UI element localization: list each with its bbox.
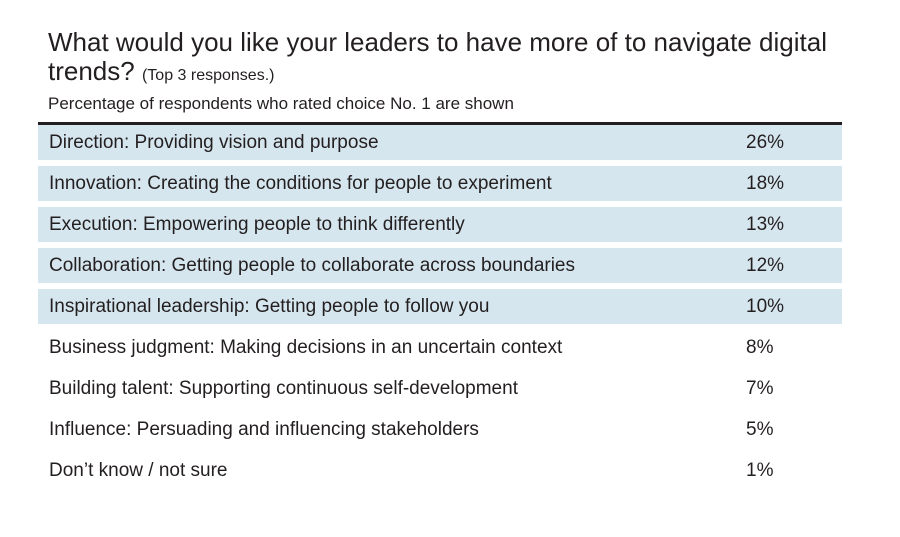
- chart-title: What would you like your leaders to have…: [48, 28, 848, 90]
- row-value: 5%: [746, 419, 774, 440]
- table-row: Innovation: Creating the conditions for …: [38, 166, 842, 201]
- row-label: Don’t know / not sure: [49, 460, 228, 481]
- row-label: Building talent: Supporting continuous s…: [49, 378, 518, 399]
- table-row: Execution: Empowering people to think di…: [38, 207, 842, 242]
- row-label: Business judgment: Making decisions in a…: [49, 337, 563, 358]
- table-row: Business judgment: Making decisions in a…: [38, 330, 842, 365]
- table-row: Direction: Providing vision and purpose 2…: [38, 125, 842, 160]
- row-value: 1%: [746, 460, 774, 481]
- row-value: 10%: [746, 296, 785, 317]
- row-value: 26%: [746, 132, 785, 153]
- table-row: Influence: Persuading and influencing st…: [38, 412, 842, 447]
- table-row: Inspirational leadership: Getting people…: [38, 289, 842, 324]
- row-label: Inspirational leadership: Getting people…: [49, 296, 490, 317]
- response-table: Direction: Providing vision and purpose 2…: [38, 125, 842, 494]
- table-row: Collaboration: Getting people to collabo…: [38, 248, 842, 283]
- row-value: 7%: [746, 378, 774, 399]
- chart-title-text: What would you like your leaders to have…: [48, 27, 827, 86]
- row-label: Influence: Persuading and influencing st…: [49, 419, 479, 440]
- chart-title-note: (Top 3 responses.): [141, 67, 275, 84]
- row-value: 8%: [746, 337, 774, 358]
- chart-subtitle: Percentage of respondents who rated choi…: [48, 94, 514, 113]
- row-value: 18%: [746, 173, 785, 194]
- row-value: 13%: [746, 214, 785, 235]
- row-value: 12%: [746, 255, 785, 276]
- row-label: Execution: Empowering people to think di…: [49, 214, 465, 235]
- table-row: Don’t know / not sure 1%: [38, 453, 842, 488]
- row-label: Innovation: Creating the conditions for …: [49, 173, 552, 194]
- table-row: Building talent: Supporting continuous s…: [38, 371, 842, 406]
- row-label: Direction: Providing vision and purpose: [49, 132, 379, 153]
- row-label: Collaboration: Getting people to collabo…: [49, 255, 575, 276]
- header-rule: [38, 122, 842, 125]
